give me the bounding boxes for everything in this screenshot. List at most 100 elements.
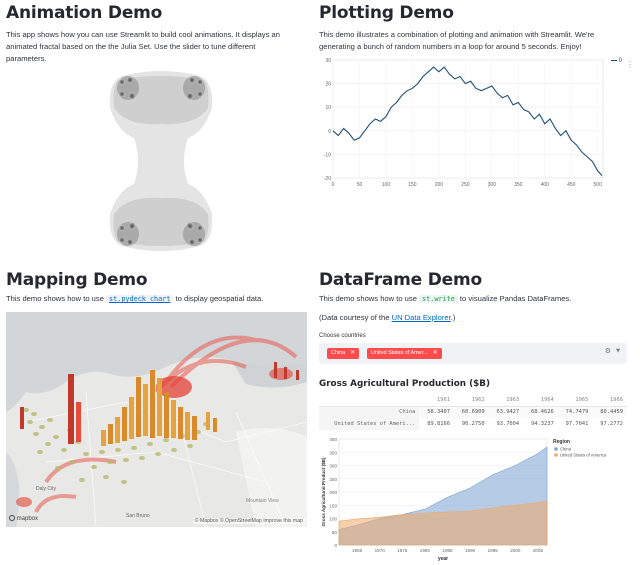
x-tick-label: 150 xyxy=(408,182,417,188)
column-header[interactable]: 1963 xyxy=(488,394,524,407)
tag-united-states[interactable]: United States of Amer... ✕ xyxy=(367,348,442,359)
y-tick-label: 250 xyxy=(329,477,337,482)
line-legend: 0 xyxy=(611,58,622,64)
dataframe-desc-after: to visualize Pandas DataFrames. xyxy=(457,294,572,303)
courtesy-before: (Data courtesy of the xyxy=(319,313,392,322)
map-view[interactable]: Daly City San Bruno Mountain View mapbox… xyxy=(6,312,307,527)
area-series-1 xyxy=(338,500,548,546)
x-tick-label: 1975 xyxy=(397,548,408,553)
y-tick-label: 20 xyxy=(325,82,331,88)
country-multiselect[interactable]: China ✕ United States of Amer... ✕ ⚙ ▼ xyxy=(319,343,627,364)
y-tick-label: 150 xyxy=(329,503,337,508)
map-attribution[interactable]: © Mapbox © OpenStreetMap Improve this ma… xyxy=(192,518,305,524)
x-tick-label: 200 xyxy=(435,182,444,188)
mapbox-logo[interactable]: mapbox xyxy=(9,515,38,522)
row-label: China xyxy=(319,406,420,418)
dataframe-table[interactable]: 1961 1962 1963 1964 1965 1966 China 58.3407 60.… xyxy=(319,394,627,430)
legend-label: China xyxy=(560,447,572,452)
table-cell: 97.2772 xyxy=(600,421,623,427)
table-cell: 60.6909 xyxy=(453,406,489,418)
choose-countries-label: Choose countries xyxy=(319,333,366,339)
dataframe-title: DataFrame Demo xyxy=(319,270,482,290)
x-axis-label: year xyxy=(438,556,448,562)
dataframe-description: This demo shows how to use st.write to v… xyxy=(319,293,619,305)
column-header[interactable]: 1962 xyxy=(453,394,489,407)
y-tick-label: 10 xyxy=(325,105,331,111)
legend-label: United States of America xyxy=(560,453,607,458)
legend-title: Region xyxy=(553,439,570,445)
table-cell: 63.9427 xyxy=(488,406,524,418)
table-cell: 93.7004 xyxy=(496,421,520,427)
table-cell: 74.7479 xyxy=(557,406,593,418)
y-tick-label: -20 xyxy=(324,176,331,182)
close-icon[interactable]: ✕ xyxy=(432,350,438,356)
y-tick-label: 50 xyxy=(332,530,338,535)
y-tick-label: 350 xyxy=(329,450,337,455)
x-tick-label: 1965 xyxy=(352,548,363,553)
clear-all-icon[interactable]: ⚙ xyxy=(604,347,611,355)
table-cell: 97.7041 xyxy=(565,421,589,427)
y-tick-label: 30 xyxy=(325,58,331,64)
table-cell: 80.4459 xyxy=(592,406,627,418)
table-cell: 90.2750 xyxy=(461,421,485,427)
close-icon[interactable]: ✕ xyxy=(350,350,356,356)
plotting-description: This demo illustrates a combination of p… xyxy=(319,30,595,51)
plotting-title: Plotting Demo xyxy=(319,3,454,23)
column-header[interactable]: 1964 xyxy=(523,394,558,407)
table-cell: 58.3407 xyxy=(419,406,454,418)
y-tick-label: 0 xyxy=(328,129,331,135)
x-tick-label: 350 xyxy=(514,182,523,188)
column-header[interactable]: 1965 xyxy=(557,394,593,407)
x-tick-label: 400 xyxy=(541,182,550,188)
map-place-label: Daly City xyxy=(36,486,57,492)
mapping-desc-after: to display geospatial data. xyxy=(173,294,264,303)
agri-area-chart[interactable]: 0 50 100 150 200 250 300 350 400 1965 1970 1975 1980… xyxy=(319,433,631,563)
x-tick-label: 1990 xyxy=(465,548,476,553)
un-data-explorer-link[interactable]: UN Data Explorer xyxy=(391,313,451,322)
column-header[interactable]: 1966 xyxy=(592,394,627,407)
y-tick-label: 0 xyxy=(334,543,337,548)
x-tick-label: 450 xyxy=(567,182,576,188)
animation-title: Animation Demo xyxy=(6,3,163,23)
mapping-desc-before: This demo shows how to use xyxy=(6,294,107,303)
mapbox-logo-icon xyxy=(9,515,15,521)
x-tick-label: 2005 xyxy=(533,548,544,553)
x-tick-label: 1985 xyxy=(442,548,453,553)
x-tick-label: 1995 xyxy=(488,548,499,553)
map-place-label: San Bruno xyxy=(126,513,150,519)
ellipsis-icon[interactable]: ⋮ xyxy=(626,60,634,69)
plot-area xyxy=(332,59,604,179)
st-write-code: st.write xyxy=(419,295,458,303)
x-tick-label: 50 xyxy=(357,182,363,188)
tag-china[interactable]: China ✕ xyxy=(327,348,360,359)
table-row: United States of Ameri... 89.8166 90.2750 9… xyxy=(319,418,627,430)
mapping-description: This demo shows how to use st.pydeck_cha… xyxy=(6,293,306,305)
mapping-title: Mapping Demo xyxy=(6,270,148,290)
x-tick-label: 0 xyxy=(332,182,335,188)
pydeck-code-link[interactable]: st.pydeck_chart xyxy=(106,295,174,303)
y-tick-label: 300 xyxy=(329,464,337,469)
table-row: China 58.3407 60.6909 63.9427 68.4626 74.7479… xyxy=(319,406,627,418)
dataframe-desc-before: This demo shows how to use xyxy=(319,294,420,303)
y-axis-label: Gross Agricultural Product ($B) xyxy=(321,457,326,526)
courtesy-after: .) xyxy=(450,313,456,322)
column-header[interactable]: 1961 xyxy=(419,394,454,407)
animation-description: This app shows how you can use Streamlit… xyxy=(6,30,280,63)
x-tick-label: 300 xyxy=(488,182,497,188)
row-label: United States of Ameri... xyxy=(319,418,420,430)
data-courtesy: (Data courtesy of the UN Data Explorer.) xyxy=(319,312,619,324)
map-canvas: Daly City San Bruno Mountain View xyxy=(6,312,307,527)
mapbox-logo-text: mapbox xyxy=(16,516,39,522)
table-cell: 94.3237 xyxy=(531,421,554,427)
x-tick-label: 1980 xyxy=(420,548,431,553)
y-tick-label: 400 xyxy=(329,437,337,442)
tag-united-states-label: United States of Amer... xyxy=(371,350,428,356)
x-tick-label: 2000 xyxy=(510,548,521,553)
x-tick-label: 250 xyxy=(461,182,470,188)
table-title: Gross Agricultural Production ($B) xyxy=(319,379,490,389)
julia-fractal-image xyxy=(109,71,213,251)
y-tick-label: 100 xyxy=(329,517,337,522)
chevron-down-icon[interactable]: ▼ xyxy=(616,348,620,354)
table-cell: 89.8166 xyxy=(427,421,450,427)
